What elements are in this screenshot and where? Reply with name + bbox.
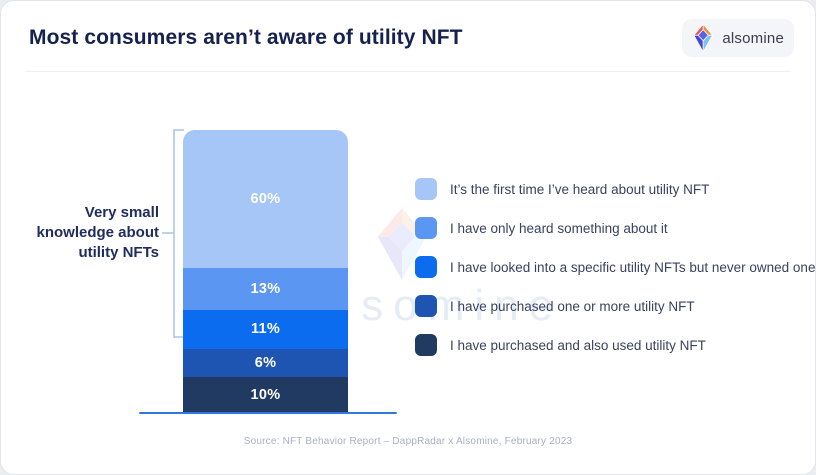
legend-swatch bbox=[415, 295, 437, 317]
legend-item: It’s the first time I’ve heard about uti… bbox=[415, 178, 815, 200]
legend: It’s the first time I’ve heard about uti… bbox=[415, 178, 815, 373]
bar-segment-looked-into: 11% bbox=[183, 310, 348, 349]
bar-segment-value: 6% bbox=[254, 354, 277, 371]
legend-item: I have purchased one or more utility NFT bbox=[415, 295, 815, 317]
legend-label: I have purchased and also used utility N… bbox=[450, 337, 706, 353]
bar-segment-purchased: 6% bbox=[183, 348, 348, 377]
legend-item: I have only heard something about it bbox=[415, 217, 815, 239]
legend-swatch bbox=[415, 217, 437, 239]
legend-label: I have purchased one or more utility NFT bbox=[450, 298, 695, 314]
bar-segment-value: 60% bbox=[250, 190, 281, 207]
bar-segment-only-heard: 13% bbox=[183, 267, 348, 311]
bracket-label-line: utility NFTs bbox=[78, 244, 159, 261]
page-title: Most consumers aren’t aware of utility N… bbox=[29, 26, 463, 49]
legend-item: I have purchased and also used utility N… bbox=[415, 334, 815, 356]
bar-segment-purchased-used: 10% bbox=[183, 376, 348, 413]
bracket-label: Very small knowledge about utility NFTs bbox=[25, 203, 159, 263]
legend-label: I have looked into a specific utility NF… bbox=[450, 259, 816, 275]
bracket-label-line: knowledge about bbox=[36, 224, 159, 241]
bar-segment-first-time-heard: 60% bbox=[183, 130, 348, 268]
stacked-bar: 60% 13% 11% 6% 10% bbox=[183, 130, 348, 413]
brand-logo: alsomine bbox=[682, 19, 794, 57]
legend-swatch bbox=[415, 256, 437, 278]
bracket-label-line: Very small bbox=[84, 204, 159, 221]
legend-label: It’s the first time I’ve heard about uti… bbox=[450, 181, 710, 197]
legend-label: I have only heard something about it bbox=[450, 220, 668, 236]
bar-segment-value: 11% bbox=[250, 321, 281, 338]
bracket bbox=[162, 129, 184, 338]
header-divider bbox=[26, 71, 790, 72]
source-note: Source: NFT Behavior Report – DappRadar … bbox=[243, 436, 573, 447]
brand-name: alsomine bbox=[722, 29, 784, 47]
legend-swatch bbox=[415, 178, 437, 200]
legend-item: I have looked into a specific utility NF… bbox=[415, 256, 815, 278]
axis-baseline bbox=[139, 412, 397, 414]
alsomine-logo-icon bbox=[693, 23, 714, 53]
bar-segment-value: 10% bbox=[250, 386, 281, 403]
legend-swatch bbox=[415, 334, 437, 356]
bar-segment-value: 13% bbox=[250, 280, 281, 297]
